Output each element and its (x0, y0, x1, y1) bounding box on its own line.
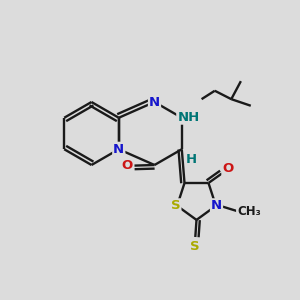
Text: S: S (190, 239, 200, 253)
Text: S: S (171, 199, 180, 212)
Text: CH₃: CH₃ (237, 205, 261, 218)
Text: NH: NH (177, 111, 200, 124)
Text: N: N (149, 95, 160, 109)
Text: N: N (211, 199, 222, 212)
Text: O: O (122, 159, 133, 172)
Text: N: N (113, 143, 124, 156)
Text: O: O (222, 162, 234, 176)
Text: H: H (186, 153, 197, 166)
